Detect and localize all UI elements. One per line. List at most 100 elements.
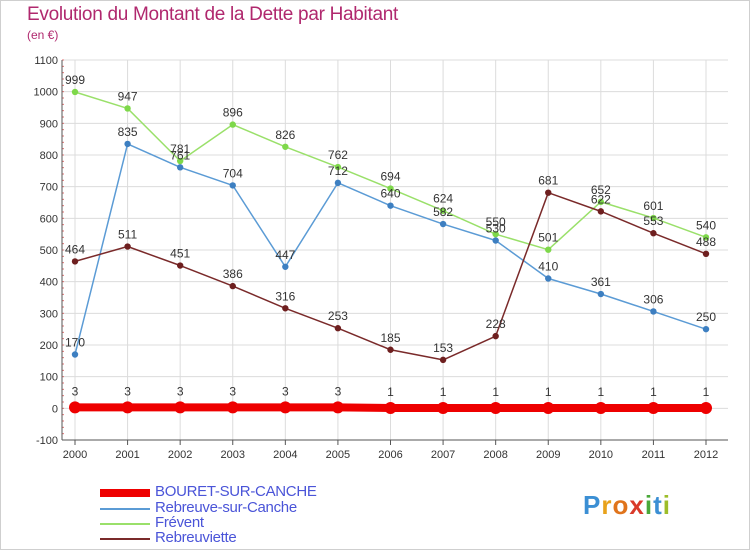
data-label: 1: [703, 385, 710, 399]
data-label: 624: [433, 192, 453, 206]
data-point: [439, 220, 447, 228]
data-label: 999: [65, 73, 85, 87]
y-tick-label: 0: [52, 403, 58, 415]
data-label: 185: [380, 331, 400, 345]
y-tick-label: 800: [40, 150, 58, 162]
x-tick-label: 2000: [63, 449, 87, 461]
data-label: 386: [223, 267, 243, 281]
data-label: 228: [486, 317, 506, 331]
data-point: [331, 401, 344, 414]
legend-swatch-bouret: [100, 489, 150, 497]
data-point: [176, 157, 184, 165]
data-label: 501: [538, 231, 558, 245]
data-point: [387, 202, 394, 209]
data-label: 3: [335, 384, 342, 398]
x-tick-label: 2004: [273, 449, 297, 461]
logo-letter: i: [662, 490, 671, 520]
y-tick-label: 1000: [34, 87, 58, 99]
data-point: [700, 402, 712, 415]
data-point: [282, 263, 289, 270]
data-point: [545, 246, 552, 253]
data-point: [121, 401, 134, 414]
data-point: [492, 332, 499, 340]
data-point: [439, 356, 447, 364]
y-tick-label: -100: [36, 435, 58, 447]
chart-title: Evolution du Montant de la Dette par Hab…: [27, 4, 398, 25]
data-label: 3: [229, 384, 236, 398]
data-point: [71, 258, 79, 265]
logo-letter: o: [612, 490, 630, 520]
data-point: [282, 305, 289, 312]
data-label: 704: [223, 166, 243, 180]
data-label: 530: [486, 222, 506, 236]
data-label: 3: [124, 384, 131, 398]
data-label: 582: [433, 205, 453, 219]
data-label: 410: [538, 260, 558, 274]
x-tick-label: 2001: [115, 449, 139, 461]
legend-label-rebreuve: Rebreuve-sur-Canche: [155, 499, 297, 516]
data-point: [124, 140, 131, 148]
data-label: 835: [118, 125, 138, 139]
data-point: [334, 325, 342, 332]
data-label: 761: [170, 148, 190, 162]
data-label: 170: [65, 336, 85, 350]
data-label: 361: [591, 275, 611, 289]
data-point: [176, 262, 184, 269]
data-label: 540: [696, 218, 716, 232]
data-label: 488: [696, 235, 716, 249]
data-label: 3: [72, 384, 79, 398]
data-point: [69, 401, 81, 414]
data-label: 826: [275, 128, 295, 142]
data-label: 652: [591, 183, 611, 197]
data-point: [650, 230, 657, 237]
data-label: 896: [223, 106, 243, 120]
data-point: [229, 282, 236, 290]
logo-letter: x: [629, 490, 645, 520]
data-point: [437, 402, 450, 415]
data-point: [545, 189, 552, 196]
data-point: [124, 243, 131, 250]
data-label: 3: [177, 384, 184, 398]
data-label: 250: [696, 310, 716, 324]
x-tick-label: 2003: [221, 449, 245, 461]
data-label: 762: [328, 148, 348, 162]
data-label: 451: [170, 247, 190, 261]
y-tick-label: 300: [40, 308, 58, 320]
data-point: [282, 143, 289, 150]
y-tick-label: 400: [40, 277, 58, 289]
legend-swatch-frevent: [100, 523, 150, 525]
data-label: 681: [538, 174, 558, 188]
data-point: [545, 275, 552, 282]
data-label: 550: [486, 215, 506, 229]
data-label: 511: [118, 228, 137, 242]
data-point: [334, 179, 342, 187]
legend-label-bouret: BOURET-SUR-CANCHE: [155, 483, 317, 500]
legend-label-frevent: Frévent: [155, 514, 204, 531]
proxiti-logo: Proxiti: [583, 490, 671, 521]
data-label: 694: [380, 170, 400, 184]
data-point: [702, 325, 710, 333]
data-point: [650, 308, 657, 315]
data-point: [597, 198, 605, 206]
logo-letter: r: [601, 490, 613, 520]
data-point: [597, 208, 605, 215]
data-point: [489, 402, 502, 415]
data-point: [176, 164, 184, 171]
y-tick-label: 900: [40, 118, 58, 130]
legend-swatch-rebreuve: [100, 508, 150, 510]
data-label: 553: [643, 214, 663, 228]
data-label: 464: [65, 242, 85, 256]
data-point: [387, 185, 394, 192]
x-tick-label: 2005: [326, 449, 350, 461]
data-label: 153: [433, 341, 453, 355]
y-tick-label: 600: [40, 213, 58, 225]
data-point: [387, 346, 394, 353]
data-point: [492, 237, 499, 244]
data-point: [702, 234, 710, 241]
data-point: [597, 290, 605, 298]
data-label: 1: [492, 385, 499, 399]
data-label: 1: [650, 385, 657, 399]
data-label: 1: [387, 385, 394, 399]
data-label: 1: [597, 385, 604, 399]
